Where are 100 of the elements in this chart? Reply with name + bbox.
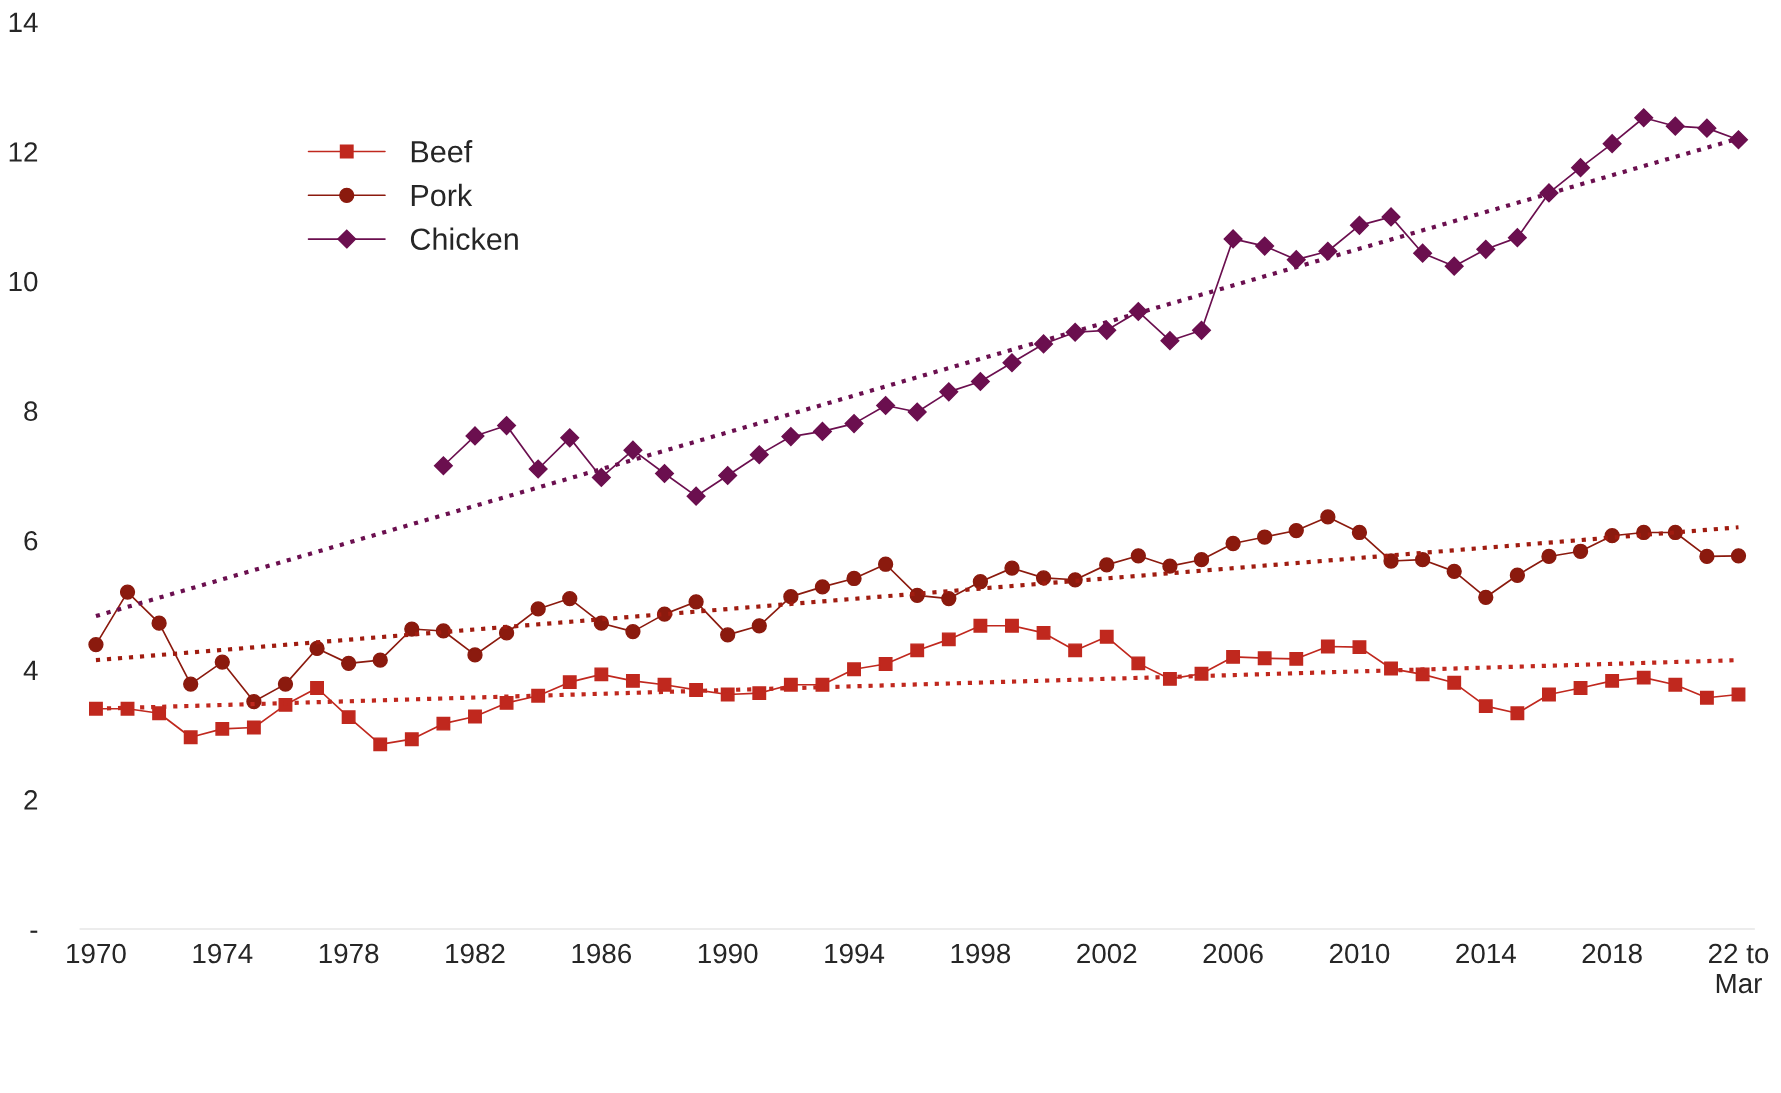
x-tick-label: 1998 — [951, 943, 1011, 964]
point — [341, 710, 356, 725]
point — [623, 440, 643, 460]
point — [591, 467, 611, 487]
x-tick-label: 1982 — [446, 943, 505, 964]
point — [814, 579, 831, 595]
point — [309, 640, 325, 657]
point — [654, 463, 675, 484]
point — [972, 574, 989, 590]
point — [1257, 529, 1273, 545]
point — [1288, 522, 1304, 539]
point — [1542, 687, 1556, 702]
point — [688, 594, 704, 610]
point — [183, 676, 199, 692]
point — [657, 677, 672, 692]
x-tick-label: 22 to Mar — [1709, 943, 1769, 994]
point — [152, 706, 167, 721]
point — [1034, 334, 1054, 354]
legend-label: Pork — [411, 183, 473, 207]
point — [1131, 656, 1146, 671]
point — [1130, 548, 1146, 564]
point — [594, 667, 609, 682]
point — [686, 486, 706, 506]
point — [88, 701, 103, 716]
x-tick-label: 1986 — [572, 943, 632, 964]
x-tick-label: 2018 — [1582, 943, 1642, 964]
point — [1097, 320, 1117, 340]
point — [1573, 681, 1588, 695]
point — [1446, 563, 1462, 579]
point — [781, 427, 801, 447]
point — [1728, 130, 1749, 150]
point — [1160, 331, 1180, 351]
y-tick-label: 4 — [23, 660, 38, 680]
point — [1415, 667, 1430, 682]
point — [404, 621, 420, 637]
point — [1320, 509, 1336, 525]
point — [531, 688, 546, 703]
point — [877, 556, 894, 572]
point — [1384, 661, 1398, 676]
point — [749, 445, 769, 465]
point — [1255, 236, 1275, 256]
point — [1191, 320, 1212, 340]
point — [970, 371, 990, 392]
point — [497, 416, 517, 436]
point — [1476, 239, 1496, 259]
point — [1507, 228, 1527, 248]
point — [1318, 241, 1338, 261]
point — [1665, 116, 1685, 136]
x-tick-label: 2002 — [1077, 943, 1137, 964]
point — [941, 632, 956, 647]
point — [1414, 552, 1431, 568]
point — [1383, 553, 1399, 569]
point — [1162, 671, 1177, 686]
point — [1602, 134, 1622, 154]
point — [562, 590, 578, 607]
point — [340, 655, 357, 672]
point — [1193, 552, 1210, 568]
point — [499, 695, 514, 710]
point — [88, 636, 104, 653]
point — [625, 623, 641, 640]
point — [1068, 643, 1083, 658]
point — [1352, 640, 1367, 655]
point — [1286, 250, 1306, 270]
point — [1572, 543, 1589, 559]
x-tick-label: 2010 — [1329, 943, 1390, 964]
y-tick-label: 2 — [24, 790, 38, 810]
point — [528, 459, 548, 479]
point — [1541, 548, 1557, 565]
point — [1320, 639, 1335, 654]
point — [751, 618, 767, 634]
x-tick-label: 1978 — [319, 943, 379, 964]
point — [1605, 673, 1620, 688]
point — [467, 647, 483, 663]
point — [560, 428, 580, 448]
point — [1571, 158, 1591, 178]
point — [1636, 670, 1651, 685]
x-tick-label: 2014 — [1456, 943, 1516, 964]
point — [1349, 215, 1369, 235]
point — [1634, 108, 1654, 128]
point — [562, 675, 577, 690]
point — [1225, 535, 1241, 552]
x-tick-label: 1990 — [698, 943, 758, 964]
point — [215, 721, 230, 736]
point — [433, 456, 453, 476]
point — [1381, 207, 1401, 227]
y-tick-label: 10 — [9, 271, 38, 292]
point — [1162, 558, 1178, 574]
x-tick-label: 2006 — [1203, 943, 1263, 964]
point — [1447, 675, 1462, 690]
point — [1699, 548, 1715, 565]
point — [1099, 557, 1115, 573]
point — [844, 414, 864, 434]
point — [1478, 589, 1494, 605]
point — [846, 570, 862, 587]
point — [277, 676, 294, 692]
point — [876, 395, 896, 416]
point — [1730, 548, 1747, 564]
point — [939, 382, 959, 402]
point — [372, 652, 388, 668]
point — [1699, 690, 1714, 705]
